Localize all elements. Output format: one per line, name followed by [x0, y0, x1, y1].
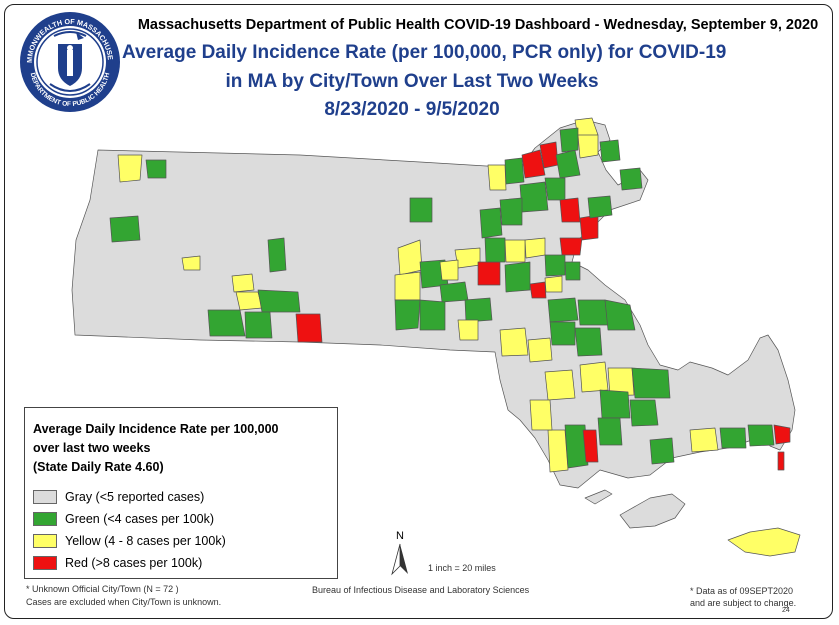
legend-swatch-green	[33, 512, 57, 526]
map-title-line2: in MA by City/Town Over Last Two Weeks	[225, 71, 599, 92]
legend-swatch-gray	[33, 490, 57, 504]
legend-swatch-yellow	[33, 534, 57, 548]
bureau-credit: Bureau of Infectious Disease and Laborat…	[312, 585, 530, 595]
dph-seal-logo: COMMONWEALTH OF MASSACHUSETTS DEPARTMENT…	[18, 10, 120, 112]
svg-text:N: N	[396, 530, 404, 542]
legend-swatch-red	[33, 556, 57, 570]
legend-title: Average Daily Incidence Rate per 100,000…	[33, 422, 279, 474]
data-date-note-2: and are subject to change.	[690, 598, 797, 608]
island-elizabeth	[584, 489, 613, 505]
map-legend: Average Daily Incidence Rate per 100,000…	[24, 407, 338, 579]
scale-label: 1 inch = 20 miles	[428, 563, 496, 573]
map-date-range: 8/23/2020 - 9/5/2020	[324, 99, 500, 120]
page-number: 24	[782, 607, 790, 614]
unknown-towns-note: * Unknown Official City/Town (N = 72 )	[26, 584, 179, 594]
unknown-towns-note-2: Cases are excluded when City/Town is unk…	[26, 597, 222, 607]
dashboard-header: Massachusetts Department of Public Healt…	[137, 17, 819, 33]
data-date-note: * Data as of 09SEPT2020	[690, 586, 794, 596]
page-frame	[4, 4, 833, 619]
map-title-line1: Average Daily Incidence Rate (per 100,00…	[122, 42, 727, 63]
island-marthas-vineyard	[619, 493, 686, 529]
island-nantucket	[727, 527, 801, 557]
north-arrow-icon: N	[391, 530, 408, 576]
